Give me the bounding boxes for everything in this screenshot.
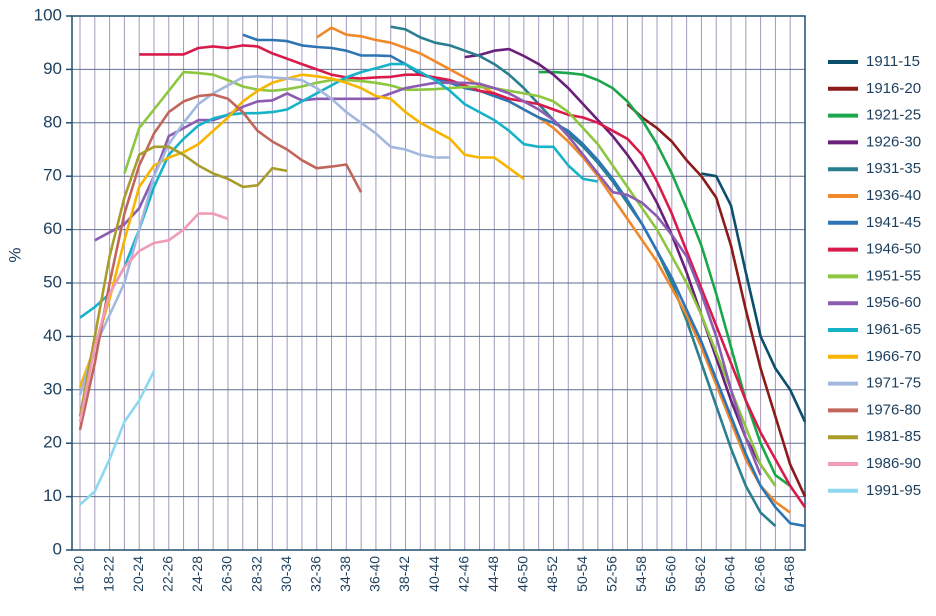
x-tick-label: 22-26 xyxy=(159,556,175,592)
legend-label: 1921-25 xyxy=(866,107,921,124)
series-line xyxy=(242,33,806,528)
y-tick-label: 50 xyxy=(43,272,62,291)
legend-label: 1941-45 xyxy=(866,214,921,231)
plot-frame xyxy=(71,15,806,551)
x-tick-label: 26-30 xyxy=(219,556,235,592)
series-line xyxy=(79,62,599,319)
y-tick-label: 80 xyxy=(43,112,62,131)
x-tick-label: 18-22 xyxy=(100,556,116,592)
legend-label: 1936-40 xyxy=(866,187,921,204)
y-tick-label: 30 xyxy=(43,379,62,398)
legend-label: 1991-95 xyxy=(866,482,921,499)
series-line xyxy=(390,25,777,527)
legend-label: 1966-70 xyxy=(866,348,921,365)
x-tick-label: 44-48 xyxy=(485,556,501,592)
series-line xyxy=(315,26,791,514)
series-line xyxy=(626,103,807,498)
series-line xyxy=(701,172,807,423)
y-tick-label: 40 xyxy=(43,326,62,345)
y-tick-label: 100 xyxy=(34,5,62,24)
legend-label: 1981-85 xyxy=(866,428,921,445)
series-line xyxy=(78,93,363,431)
y-tick-label: 60 xyxy=(43,219,62,238)
x-tick-label: 36-40 xyxy=(367,556,383,592)
legend-label: 1976-80 xyxy=(866,401,921,418)
y-axis-label: % xyxy=(5,247,24,262)
series-line xyxy=(78,75,450,396)
x-tick-label: 38-42 xyxy=(396,556,412,592)
x-tick-label: 54-58 xyxy=(633,556,649,592)
x-tick-label: 24-28 xyxy=(189,556,205,592)
x-tick-label: 32-36 xyxy=(307,556,323,592)
legend-label: 1986-90 xyxy=(866,455,921,472)
x-tick-label: 60-64 xyxy=(722,556,738,592)
x-tick-label: 34-38 xyxy=(337,556,353,592)
x-tick-label: 56-60 xyxy=(663,556,679,592)
legend-label: 1931-35 xyxy=(866,160,921,177)
legend-label: 1961-65 xyxy=(866,321,921,338)
series-line xyxy=(78,212,229,423)
x-tick-label: 50-54 xyxy=(574,556,590,592)
legend-label: 1971-75 xyxy=(866,375,921,392)
series-line xyxy=(78,73,525,388)
x-tick-label: 48-52 xyxy=(544,556,560,592)
legend-label: 1946-50 xyxy=(866,241,921,258)
series-line xyxy=(464,47,777,487)
x-tick-label: 58-62 xyxy=(692,556,708,592)
y-tick-label: 0 xyxy=(53,539,62,558)
x-tick-label: 40-44 xyxy=(426,556,442,592)
x-tick-label: 64-68 xyxy=(781,556,797,592)
legend-label: 1926-30 xyxy=(866,133,921,150)
legend-label: 1916-20 xyxy=(866,80,921,97)
legend-label: 1911-15 xyxy=(866,53,920,70)
x-tick-label: 52-56 xyxy=(603,556,619,592)
legend-label: 1956-60 xyxy=(866,294,921,311)
x-tick-label: 42-46 xyxy=(455,556,471,592)
y-tick-label: 10 xyxy=(43,486,62,505)
x-tick-label: 30-34 xyxy=(278,556,294,592)
x-tick-label: 46-50 xyxy=(515,556,531,592)
legend-label: 1951-55 xyxy=(866,267,921,284)
y-tick-label: 70 xyxy=(43,166,62,185)
x-tick-label: 16-20 xyxy=(71,556,87,592)
series-line xyxy=(94,81,762,476)
series-line xyxy=(79,370,156,506)
y-tick-label: 90 xyxy=(43,59,62,78)
x-tick-label: 28-32 xyxy=(248,556,264,592)
x-tick-label: 20-24 xyxy=(130,556,146,592)
x-tick-label: 62-66 xyxy=(751,556,767,592)
series-line xyxy=(78,145,288,417)
y-tick-label: 20 xyxy=(43,433,62,452)
